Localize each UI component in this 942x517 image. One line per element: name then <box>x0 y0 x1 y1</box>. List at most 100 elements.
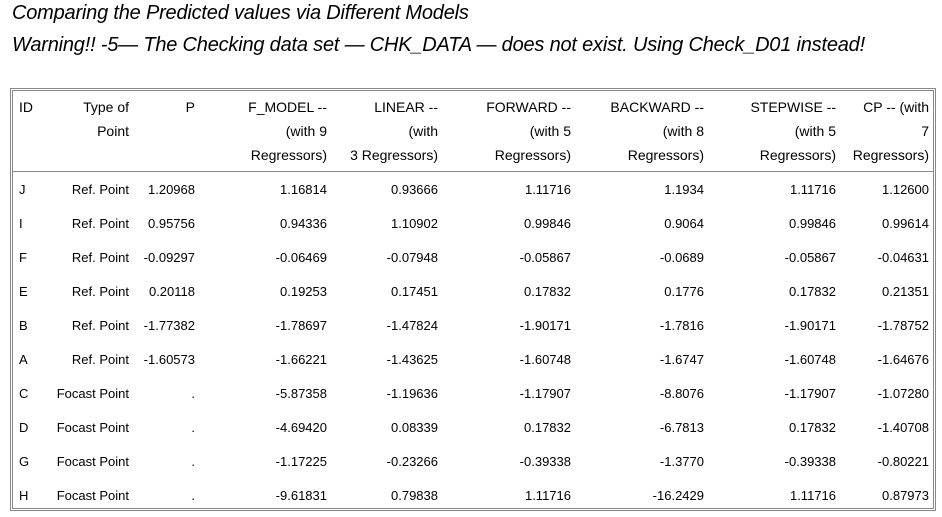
table-cell: -1.47824 <box>386 317 438 333</box>
table-cell: Focast Point <box>56 453 129 469</box>
header-line: P <box>185 99 195 115</box>
header-line: Regressors) <box>250 147 327 163</box>
table-cell: -16.2429 <box>652 487 704 503</box>
table-cell: 1.16814 <box>280 181 327 197</box>
header-line: 3 Regressors) <box>350 147 438 163</box>
table-cell: Ref. Point <box>71 351 129 367</box>
table-cell: -1.17907 <box>519 385 571 401</box>
table-cell: -9.61831 <box>275 487 327 503</box>
table-cell: -1.77382 <box>143 317 195 333</box>
table-cell: 0.1776 <box>664 283 704 299</box>
header-line: Type of <box>83 99 129 115</box>
table-cell: 0.99614 <box>882 215 929 231</box>
header-line: 7 <box>921 123 929 139</box>
table-cell: J <box>19 181 26 197</box>
table-cell: -1.7816 <box>659 317 704 333</box>
table-cell: -1.60748 <box>519 351 571 367</box>
table-cell: 0.95756 <box>148 215 195 231</box>
table-cell: E <box>19 283 28 299</box>
table-cell: 0.17832 <box>524 419 571 435</box>
table-cell: -1.78697 <box>275 317 327 333</box>
table-cell: -1.40708 <box>877 419 929 435</box>
header-line: F_MODEL -- <box>248 99 327 115</box>
header-line: Regressors) <box>494 147 571 163</box>
table-cell: G <box>19 453 30 469</box>
table-cell: Focast Point <box>56 419 129 435</box>
table-cell: 1.12600 <box>882 181 929 197</box>
header-line: Regressors) <box>852 147 929 163</box>
column-header: FORWARD -- (with 5 Regressors) <box>442 91 575 172</box>
table-cell: 0.9064 <box>664 215 704 231</box>
table-row: D Focast Point. -4.69420 0.08339 0.17832 -6.7… <box>13 410 933 444</box>
header-line: LINEAR -- <box>374 99 438 115</box>
table-cell: -1.64676 <box>877 351 929 367</box>
table-cell: 0.87973 <box>882 487 929 503</box>
table-cell: -0.05867 <box>784 249 836 265</box>
table-cell: . <box>191 419 195 435</box>
table-body: J Ref. Point 1.20968 1.16814 0.93666 1.11716 1… <box>13 172 933 513</box>
table-cell: F <box>19 249 27 265</box>
table-cell: 0.20118 <box>148 283 195 299</box>
header-line: BACKWARD -- <box>610 99 704 115</box>
table-cell: -1.6747 <box>659 351 704 367</box>
table-cell: -1.3770 <box>659 453 704 469</box>
table-cell: Focast Point <box>56 385 129 401</box>
table-cell: . <box>191 385 195 401</box>
title: Comparing the Predicted values via Diffe… <box>12 2 469 24</box>
table-row: A Ref. Point -1.60573 -1.66221 -1.43625 -1.60… <box>13 342 933 376</box>
table-cell: 1.11716 <box>524 181 571 197</box>
table-cell: A <box>19 351 28 367</box>
header-line: (with 5 <box>529 123 571 139</box>
table-cell: -0.09297 <box>143 249 195 265</box>
table-cell: -1.90171 <box>784 317 836 333</box>
table-cell: 1.10902 <box>391 215 438 231</box>
table-cell: -0.39338 <box>784 453 836 469</box>
table-cell: H <box>19 487 29 503</box>
table-cell: 0.79838 <box>391 487 438 503</box>
table-cell: 0.99846 <box>524 215 571 231</box>
table-cell: 1.11716 <box>524 487 571 503</box>
table-cell: 0.21351 <box>882 283 929 299</box>
table-cell: 1.11716 <box>789 487 836 503</box>
table-row: H Focast Point. -9.61831 0.79838 1.11716 -16.… <box>13 478 933 512</box>
column-header: STEPWISE -- (with 5 Regressors) <box>708 91 840 172</box>
table-cell: Ref. Point <box>71 283 129 299</box>
table-cell: -0.06469 <box>275 249 327 265</box>
table-row: G Focast Point. -1.17225 -0.23266 -0.39338 -1… <box>13 444 933 478</box>
table-cell: -0.07948 <box>386 249 438 265</box>
header-line: Point <box>97 123 129 139</box>
table-cell: Ref. Point <box>71 181 129 197</box>
header-line: (with <box>408 123 438 139</box>
table-cell: -1.17907 <box>784 385 836 401</box>
table-cell: -0.80221 <box>877 453 929 469</box>
table-cell: -0.39338 <box>519 453 571 469</box>
table-cell: 0.94336 <box>280 215 327 231</box>
column-header: CP -- (with 7 Regressors) <box>840 91 933 172</box>
table-cell: -4.69420 <box>275 419 327 435</box>
header-line: FORWARD -- <box>486 99 571 115</box>
table-cell: -1.43625 <box>386 351 438 367</box>
table-cell: -1.78752 <box>877 317 929 333</box>
table-cell: -0.05867 <box>519 249 571 265</box>
table-cell: -1.60573 <box>143 351 195 367</box>
header-line: ID <box>19 99 33 115</box>
header-line: (with 5 <box>794 123 836 139</box>
table-row: E Ref. Point 0.20118 0.19253 0.17451 0.17832 0… <box>13 274 933 308</box>
table-cell: -1.90171 <box>519 317 571 333</box>
table-cell: -0.04631 <box>877 249 929 265</box>
header-row: ID Type of Point P F_MODEL -- (with 9 Regresso… <box>13 91 933 172</box>
table-cell: -0.0689 <box>659 249 704 265</box>
table-cell: . <box>191 453 195 469</box>
table-cell: B <box>19 317 28 333</box>
table-cell: -1.60748 <box>784 351 836 367</box>
table-cell: -6.7813 <box>659 419 704 435</box>
table-cell: 0.99846 <box>789 215 836 231</box>
table-cell: -1.66221 <box>275 351 327 367</box>
table-cell: D <box>19 419 29 435</box>
header-line: Regressors) <box>627 147 704 163</box>
table-cell: 1.11716 <box>789 181 836 197</box>
table-box: ID Type of Point P F_MODEL -- (with 9 Regresso… <box>10 88 936 511</box>
table-cell: -0.23266 <box>386 453 438 469</box>
table-cell: 0.17451 <box>391 283 438 299</box>
